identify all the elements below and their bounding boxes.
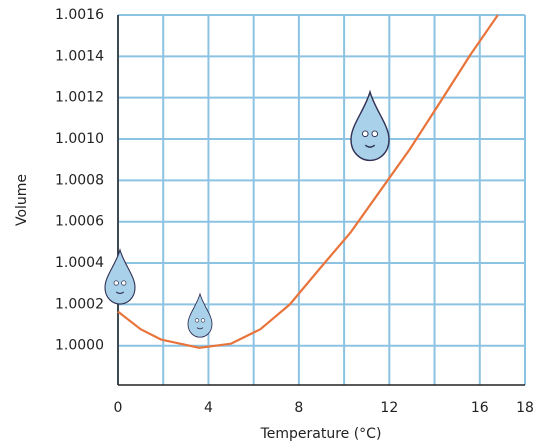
x-tick-label: 4 <box>204 400 213 416</box>
x-axis-label: Temperature (°C) <box>260 426 382 442</box>
y-tick-label: 1.0008 <box>55 172 104 188</box>
y-tick-label: 1.0014 <box>55 48 104 64</box>
droplet-illustration <box>350 89 390 162</box>
droplet-illustration <box>187 292 213 338</box>
x-tick-label: 0 <box>114 400 123 416</box>
y-tick-label: 1.0006 <box>55 214 104 230</box>
mouth <box>196 327 204 330</box>
y-tick-label: 1.0000 <box>55 338 104 354</box>
droplet <box>187 292 213 338</box>
x-tick-label: 16 <box>471 400 489 416</box>
eye <box>371 130 379 138</box>
mouth <box>115 291 125 295</box>
eye <box>194 318 200 323</box>
x-tick-label: 18 <box>516 400 534 416</box>
droplet <box>350 89 390 162</box>
x-tick-label: 12 <box>380 400 398 416</box>
y-tick-label: 1.0004 <box>55 255 104 271</box>
eye <box>200 318 206 323</box>
y-tick-label: 1.0016 <box>55 7 104 23</box>
eye <box>361 130 369 138</box>
eye <box>113 280 119 286</box>
y-tick-label: 1.0010 <box>55 131 104 147</box>
droplet <box>104 248 136 305</box>
droplet-illustration <box>104 248 136 305</box>
y-tick-label: 1.0012 <box>55 90 104 106</box>
y-axis-label: Volume <box>14 174 30 226</box>
mouth <box>364 144 376 148</box>
y-tick-label: 1.0002 <box>55 296 104 312</box>
eye <box>121 280 127 286</box>
x-tick-label: 8 <box>294 400 303 416</box>
data-line <box>117 14 499 349</box>
